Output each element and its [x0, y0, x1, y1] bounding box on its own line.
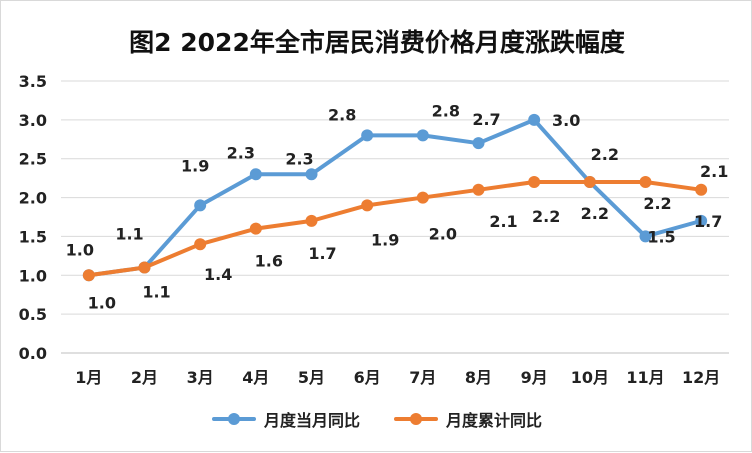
legend-item-monthly[interactable]: 月度当月同比 — [211, 407, 360, 431]
data-label-monthly: 2.8 — [432, 101, 460, 120]
y-tick-label: 2.0 — [19, 189, 47, 208]
x-tick-label: 6月 — [354, 368, 381, 387]
data-point-cumulative — [194, 238, 207, 251]
data-label-monthly: 1.0 — [66, 240, 94, 259]
data-label-cumulative: 1.0 — [88, 293, 116, 312]
x-tick-label: 7月 — [409, 368, 436, 387]
data-label-monthly: 2.8 — [328, 105, 356, 124]
x-tick-label: 2月 — [131, 368, 158, 387]
x-tick-label: 5月 — [298, 368, 325, 387]
data-label-cumulative: 2.1 — [489, 212, 517, 231]
data-point-monthly — [528, 113, 541, 126]
y-axis-ticks: 0.0 0.5 1.0 1.5 2.0 2.5 3.0 3.5 — [19, 72, 47, 363]
data-point-cumulative — [249, 222, 262, 235]
legend-label-cumulative: 月度累计同比 — [446, 411, 543, 430]
y-tick-label: 0.5 — [19, 305, 47, 324]
y-tick-label: 2.5 — [19, 150, 47, 169]
data-point-monthly — [361, 129, 374, 142]
x-tick-label: 4月 — [242, 368, 269, 387]
data-label-cumulative: 1.9 — [371, 230, 399, 249]
y-tick-label: 0.0 — [19, 344, 47, 363]
legend-label-monthly: 月度当月同比 — [263, 411, 360, 430]
data-label-cumulative: 2.2 — [643, 194, 671, 213]
data-labels: 1.0 1.1 1.9 2.3 2.3 2.8 2.8 2.7 3.0 2.2 1.5 1.7 1.0 1… — [66, 101, 729, 312]
chart-title: 图2 2022年全市居民消费价格月度涨跌幅度 — [129, 28, 625, 57]
legend-item-cumulative[interactable]: 月度累计同比 — [394, 407, 542, 431]
data-label-cumulative: 1.6 — [255, 252, 283, 271]
data-label-cumulative: 1.7 — [308, 244, 336, 263]
data-label-cumulative: 1.4 — [204, 265, 232, 284]
data-label-monthly: 2.3 — [227, 143, 255, 162]
series-line-cumulative — [86, 180, 704, 278]
x-tick-label: 11月 — [626, 368, 664, 387]
data-label-monthly: 2.7 — [472, 110, 500, 129]
x-tick-label: 10月 — [571, 368, 609, 387]
data-point-cumulative — [472, 183, 485, 196]
y-tick-label: 3.5 — [19, 72, 47, 91]
data-label-monthly: 1.7 — [694, 212, 722, 231]
x-tick-label: 3月 — [187, 368, 214, 387]
data-label-cumulative: 2.2 — [532, 207, 560, 226]
data-label-monthly: 3.0 — [552, 111, 580, 130]
legend-swatch-monthly — [211, 413, 256, 425]
series-line-monthly — [86, 117, 704, 278]
data-point-cumulative — [528, 176, 541, 189]
data-point-monthly — [194, 199, 207, 212]
data-label-monthly: 1.1 — [115, 225, 143, 244]
data-label-cumulative: 1.1 — [142, 283, 170, 302]
data-label-cumulative: 2.1 — [700, 162, 728, 181]
data-point-cumulative — [639, 176, 652, 189]
data-point-monthly — [472, 137, 485, 150]
data-point-monthly — [249, 168, 262, 181]
x-tick-label: 9月 — [521, 368, 548, 387]
data-point-cumulative — [695, 183, 708, 196]
data-point-monthly — [639, 230, 652, 243]
data-point-cumulative — [416, 191, 429, 204]
data-label-monthly: 2.3 — [285, 149, 313, 168]
y-tick-label: 3.0 — [19, 111, 47, 130]
x-tick-label: 12月 — [682, 368, 720, 387]
data-point-monthly — [695, 214, 708, 227]
y-tick-label: 1.5 — [19, 227, 47, 246]
x-tick-label: 1月 — [75, 368, 102, 387]
data-label-monthly: 1.5 — [647, 227, 675, 246]
data-point-cumulative — [82, 269, 95, 282]
gridlines — [61, 80, 729, 354]
data-label-monthly: 1.9 — [181, 156, 209, 175]
x-axis-ticks: 1月 2月 3月 4月 5月 6月 7月 8月 9月 10月 11月 12月 — [75, 368, 720, 387]
x-tick-label: 8月 — [465, 368, 492, 387]
data-point-cumulative — [361, 199, 374, 212]
data-point-monthly — [416, 129, 429, 142]
legend: 月度当月同比 月度累计同比 — [1, 407, 752, 431]
y-tick-label: 1.0 — [19, 266, 47, 285]
legend-swatch-cumulative — [394, 413, 438, 425]
data-label-cumulative: 2.2 — [581, 204, 609, 223]
data-point-monthly — [305, 168, 318, 181]
data-point-cumulative — [305, 214, 318, 227]
data-label-monthly: 2.2 — [591, 145, 619, 164]
data-point-cumulative — [138, 261, 151, 274]
series-lines — [82, 113, 708, 282]
data-label-cumulative: 2.0 — [429, 225, 457, 244]
data-point-cumulative — [583, 176, 596, 189]
